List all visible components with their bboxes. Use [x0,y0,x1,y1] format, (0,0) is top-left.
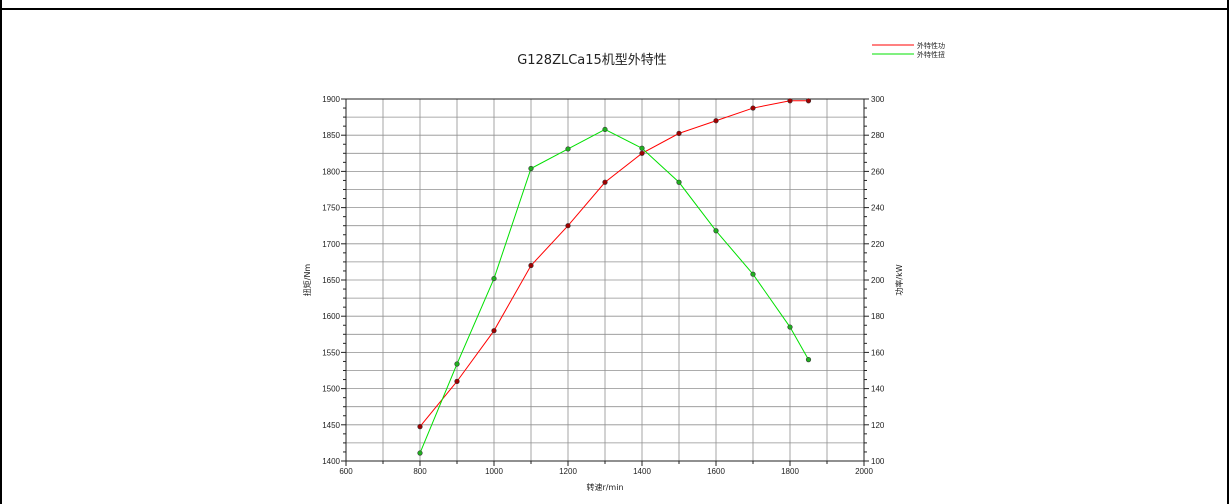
legend: 外特性功 外特性扭 [872,41,945,59]
y-left-tick-label: 1750 [322,204,340,213]
y-right-tick-label: 300 [871,95,885,104]
y-left-tick-label: 1900 [322,95,340,104]
y-left-tick-label: 1600 [322,312,340,321]
x-tick-label: 1200 [559,467,577,476]
y-right-tick-label: 260 [871,167,885,176]
series-line-2 [419,128,809,454]
chart-title: G128ZLCa15机型外特性 [517,53,667,68]
data-point-series-2 [454,361,460,367]
data-point-series-1 [528,262,534,269]
y-right-tick-label: 200 [871,276,885,285]
data-point-series-1 [639,150,645,156]
data-point-series-2 [565,146,571,152]
data-point-series-1 [417,424,423,430]
data-point-series-1 [491,328,497,334]
grid-layer [346,99,864,461]
top-border-line [0,8,1229,10]
y-left-tick-label: 1800 [322,167,340,176]
y-right-tick-label: 240 [871,204,885,213]
y-right-tick-label: 220 [871,240,885,249]
data-point-series-2 [528,165,534,172]
y-right-tick-label: 140 [871,385,885,394]
y-right-axis-title: 功率/kW [894,264,904,295]
legend-label-series-2: 外特性扭 [917,50,945,59]
data-point-series-1 [454,378,460,384]
x-axis-title: 转速r/min [586,482,623,492]
data-point-series-2 [787,324,793,330]
data-point-series-2 [491,275,497,282]
data-point-series-1 [787,98,793,104]
data-point-series-1 [676,130,682,136]
data-point-series-1 [805,98,812,104]
legend-label-series-1: 外特性功 [917,41,945,50]
ticks-layer: 600 800 1000 1200 1400 1600 1800 2000 1400 1450 15… [322,95,885,476]
y-left-tick-label: 1700 [322,240,340,249]
x-tick-label: 600 [339,467,353,476]
data-point-series-2 [639,145,645,151]
data-point-series-2 [676,179,682,185]
data-point-series-2 [417,450,423,456]
data-point-series-2 [713,228,719,234]
series-line-1 [419,100,809,427]
y-right-tick-label: 120 [871,421,885,430]
y-right-tick-label: 280 [871,131,885,140]
data-point-series-1 [750,105,756,111]
x-tick-label: 1000 [485,467,503,476]
y-left-tick-label: 1500 [322,385,340,394]
y-right-tick-label: 180 [871,312,885,321]
data-point-series-2 [750,271,756,277]
data-point-series-1 [565,223,571,229]
x-tick-label: 1600 [707,467,725,476]
data-point-series-1 [713,118,719,124]
y-left-tick-label: 1450 [322,421,340,430]
data-point-series-2 [805,357,812,363]
x-tick-label: 1800 [781,467,799,476]
x-tick-label: 1400 [633,467,651,476]
series-layer [417,98,812,456]
x-tick-label: 2000 [855,467,873,476]
x-tick-label: 800 [413,467,427,476]
y-right-tick-label: 100 [871,457,885,466]
y-left-tick-label: 1400 [322,457,340,466]
y-left-axis-title: 扭矩/Nm [302,264,312,297]
y-left-tick-label: 1650 [322,276,340,285]
data-point-series-2 [602,126,608,133]
y-left-tick-label: 1850 [322,131,340,140]
data-point-series-1 [602,179,608,185]
y-right-tick-label: 160 [871,348,885,357]
y-left-tick-label: 1550 [322,348,340,357]
